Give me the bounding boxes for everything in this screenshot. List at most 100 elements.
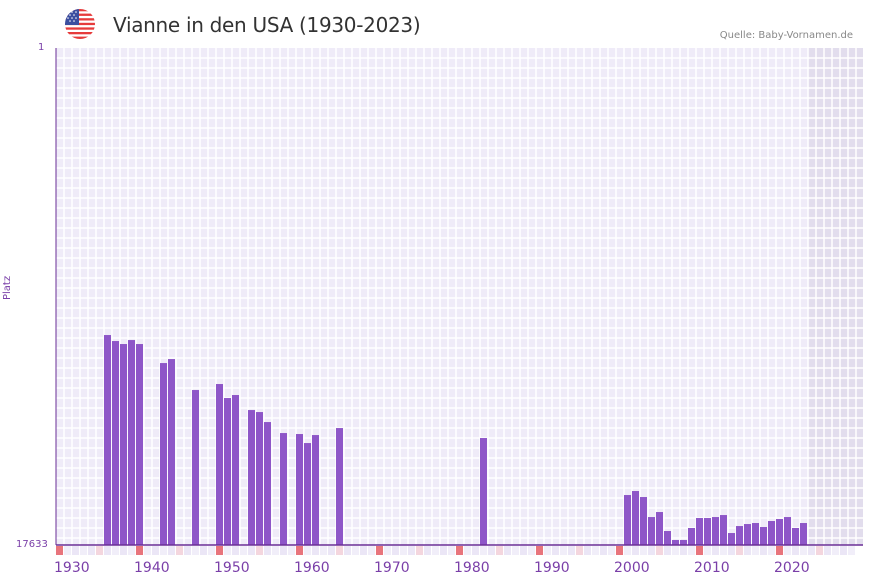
year-marker bbox=[632, 546, 639, 555]
year-marker bbox=[792, 546, 799, 555]
bar-1962 bbox=[312, 435, 319, 545]
year-marker bbox=[352, 546, 359, 555]
bar-2017 bbox=[752, 523, 759, 545]
y-axis-bottom-label: 17633 bbox=[16, 539, 48, 550]
year-marker bbox=[656, 546, 663, 555]
year-marker bbox=[688, 546, 695, 555]
bar-2007 bbox=[672, 540, 679, 545]
bar-1939 bbox=[128, 340, 135, 545]
bar-1943 bbox=[160, 363, 167, 545]
bar-1983 bbox=[480, 438, 487, 545]
year-marker bbox=[544, 546, 551, 555]
year-marker bbox=[72, 546, 79, 555]
year-marker bbox=[520, 546, 527, 555]
year-marker bbox=[496, 546, 503, 555]
bar-1940 bbox=[136, 344, 143, 545]
chart-title: Vianne in den USA (1930-2023) bbox=[113, 13, 421, 37]
us-flag-icon bbox=[65, 9, 95, 39]
bar-1954 bbox=[248, 410, 255, 545]
year-marker bbox=[64, 546, 71, 555]
year-marker bbox=[824, 546, 831, 555]
year-marker bbox=[208, 546, 215, 555]
bar-2019 bbox=[768, 521, 775, 545]
decade-marker bbox=[56, 546, 63, 555]
year-marker bbox=[680, 546, 687, 555]
year-marker bbox=[152, 546, 159, 555]
bar-2004 bbox=[648, 517, 655, 545]
year-marker bbox=[160, 546, 167, 555]
year-marker bbox=[504, 546, 511, 555]
year-marker bbox=[648, 546, 655, 555]
year-marker bbox=[264, 546, 271, 555]
year-marker bbox=[720, 546, 727, 555]
bar-1956 bbox=[264, 422, 271, 545]
decade-marker bbox=[616, 546, 623, 555]
year-marker bbox=[384, 546, 391, 555]
year-marker bbox=[432, 546, 439, 555]
year-marker bbox=[704, 546, 711, 555]
year-marker bbox=[256, 546, 263, 555]
year-marker bbox=[224, 546, 231, 555]
year-marker bbox=[248, 546, 255, 555]
grid bbox=[56, 48, 863, 545]
x-tick-label: 1980 bbox=[454, 560, 490, 576]
year-marker bbox=[528, 546, 535, 555]
year-marker bbox=[608, 546, 615, 555]
x-tick-label: 2000 bbox=[614, 560, 650, 576]
x-tick-label: 2020 bbox=[774, 560, 810, 576]
year-marker bbox=[176, 546, 183, 555]
decade-marker bbox=[536, 546, 543, 555]
bar-2022 bbox=[792, 528, 799, 545]
bar-1947 bbox=[192, 390, 199, 545]
year-marker bbox=[328, 546, 335, 555]
year-marker bbox=[728, 546, 735, 555]
decade-marker bbox=[456, 546, 463, 555]
bar-1936 bbox=[104, 335, 111, 545]
year-marker bbox=[416, 546, 423, 555]
year-marker bbox=[288, 546, 295, 555]
year-marker bbox=[760, 546, 767, 555]
bar-2001 bbox=[624, 495, 631, 545]
year-marker bbox=[344, 546, 351, 555]
x-tick-label: 1930 bbox=[54, 560, 90, 576]
decade-marker bbox=[776, 546, 783, 555]
bar-2013 bbox=[720, 515, 727, 545]
year-marker bbox=[584, 546, 591, 555]
bar-2003 bbox=[640, 497, 647, 545]
year-marker bbox=[744, 546, 751, 555]
year-marker bbox=[184, 546, 191, 555]
year-marker bbox=[832, 546, 839, 555]
year-marker bbox=[472, 546, 479, 555]
year-marker bbox=[848, 546, 855, 555]
year-marker bbox=[232, 546, 239, 555]
bar-1951 bbox=[224, 398, 231, 545]
year-marker bbox=[192, 546, 199, 555]
year-marker bbox=[400, 546, 407, 555]
year-marker bbox=[392, 546, 399, 555]
year-marker bbox=[840, 546, 847, 555]
bar-2005 bbox=[656, 512, 663, 545]
year-marker bbox=[312, 546, 319, 555]
bar-2008 bbox=[680, 540, 687, 545]
x-tick-label: 1960 bbox=[294, 560, 330, 576]
bar-2023 bbox=[800, 523, 807, 545]
bar-2011 bbox=[704, 518, 711, 545]
year-marker bbox=[120, 546, 127, 555]
year-marker bbox=[592, 546, 599, 555]
year-marker bbox=[816, 546, 823, 555]
decade-marker bbox=[296, 546, 303, 555]
year-marker bbox=[464, 546, 471, 555]
x-tick-label: 1950 bbox=[214, 560, 250, 576]
bar-2010 bbox=[696, 518, 703, 545]
x-tick-label: 1940 bbox=[134, 560, 170, 576]
year-marker bbox=[368, 546, 375, 555]
year-marker bbox=[440, 546, 447, 555]
future-shade bbox=[808, 48, 863, 545]
decade-marker bbox=[376, 546, 383, 555]
decade-marker bbox=[136, 546, 143, 555]
year-marker bbox=[360, 546, 367, 555]
year-marker bbox=[736, 546, 743, 555]
decade-marker bbox=[696, 546, 703, 555]
year-marker bbox=[128, 546, 135, 555]
